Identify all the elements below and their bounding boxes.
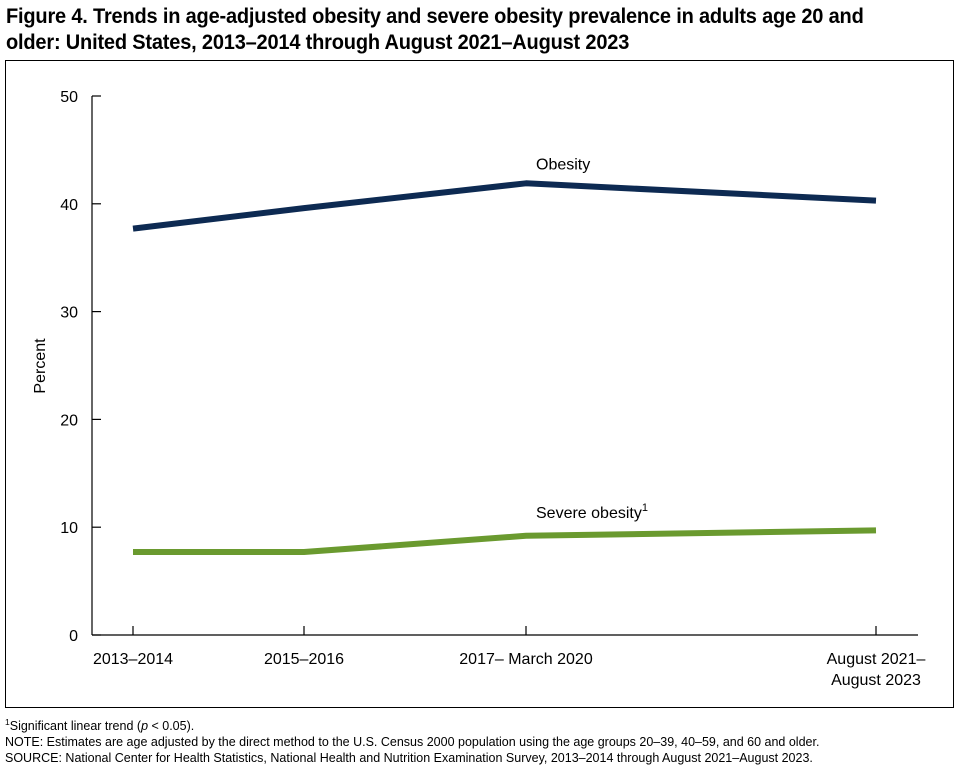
source-footnote: SOURCE: National Center for Health Stati… [5, 751, 813, 765]
y-tick-label: 40 [60, 197, 78, 214]
severe-obesity-label: Severe obesity1 [536, 502, 648, 522]
footnote-marker: 1 [642, 502, 648, 514]
series-labels: Obesity Severe obesity1 [536, 156, 648, 522]
note-footnote: NOTE: Estimates are age adjusted by the … [5, 735, 820, 749]
series-lines [132, 180, 877, 555]
y-tick-label: 20 [60, 412, 78, 429]
y-tick-label: 30 [60, 305, 78, 322]
y-axis-ticks: 0 10 20 30 40 50 [60, 89, 101, 645]
footnotes: 1Significant linear trend (p < 0.05). NO… [5, 718, 955, 766]
x-tick-label: 2015–2016 [264, 651, 344, 668]
x-tick-label: 2017– March 2020 [459, 651, 593, 668]
x-tick-label: August 2021– [827, 651, 926, 668]
obesity-label: Obesity [536, 156, 590, 173]
y-tick-label: 0 [69, 628, 78, 645]
chart-axes [91, 96, 918, 636]
footnote-marker: 1 [5, 716, 10, 727]
x-tick-label: 2013–2014 [93, 651, 173, 668]
severe-obesity-line [133, 527, 877, 555]
y-axis-label: Percent [32, 338, 49, 394]
y-tick-label: 50 [60, 89, 78, 106]
chart-frame [5, 60, 954, 708]
trend-footnote: 1Significant linear trend (p < 0.05). [5, 716, 195, 733]
x-axis-ticks: 2013–2014 2015–2016 2017– March 2020 August… [93, 626, 926, 689]
obesity-line [132, 180, 877, 232]
x-tick-label: August 2023 [831, 672, 921, 689]
y-tick-label: 10 [60, 520, 78, 537]
figure-title: Figure 4. Trends in age-adjusted obesity… [6, 4, 864, 54]
